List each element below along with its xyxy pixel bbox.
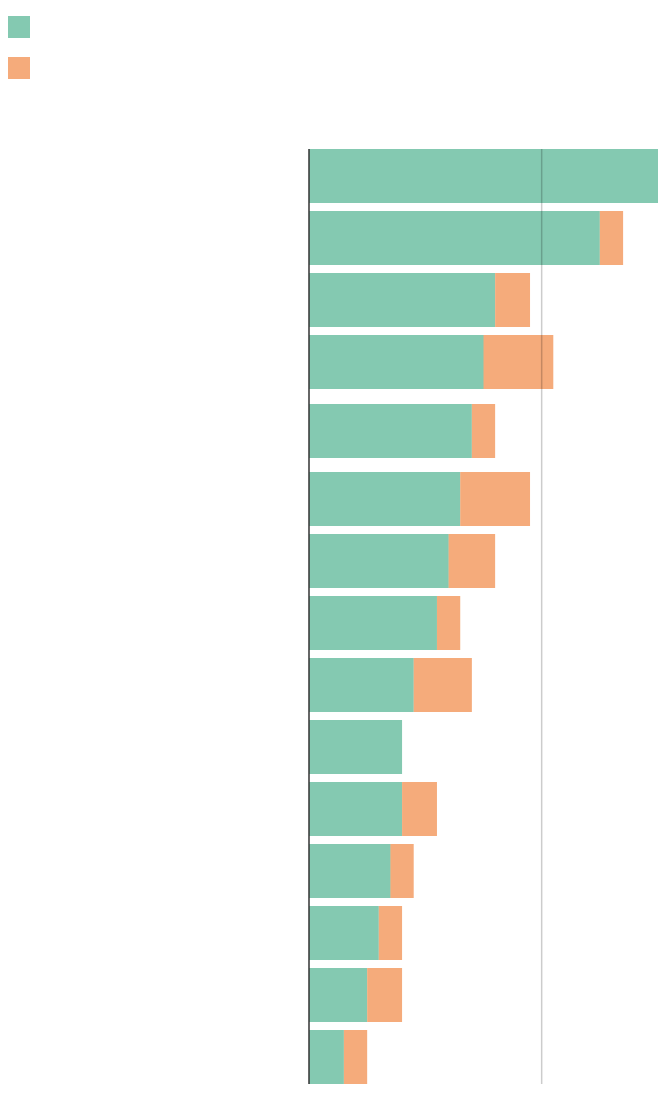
bar-segment — [309, 720, 403, 774]
bar-segment — [309, 472, 461, 526]
bar-segment — [309, 149, 658, 203]
bar-segment — [390, 844, 414, 898]
legend-swatch — [8, 16, 30, 38]
bar-segment — [367, 968, 403, 1022]
bar-segment — [436, 596, 461, 650]
bar-segment — [309, 404, 472, 458]
bar-segment — [309, 1030, 344, 1084]
bar-segment — [309, 782, 403, 836]
bar-segment — [309, 335, 484, 389]
bar-segment — [343, 1030, 368, 1084]
bar-segment — [378, 906, 403, 960]
bar-segment — [402, 782, 437, 836]
bar-segment — [309, 596, 437, 650]
bar-segment — [309, 273, 496, 327]
bar-segment — [495, 273, 531, 327]
bar-segment — [460, 472, 531, 526]
bar-segment — [471, 404, 496, 458]
bar-segment — [309, 534, 449, 588]
bar-segment — [309, 968, 368, 1022]
bar-segment — [309, 906, 379, 960]
bar-segment — [483, 335, 554, 389]
bar-segment — [309, 658, 414, 712]
legend-swatch — [8, 57, 30, 79]
bar-segment — [309, 211, 600, 265]
bar-segment — [599, 211, 624, 265]
bar-segment — [448, 534, 496, 588]
bar-segment — [309, 844, 391, 898]
bar-segment — [413, 658, 472, 712]
